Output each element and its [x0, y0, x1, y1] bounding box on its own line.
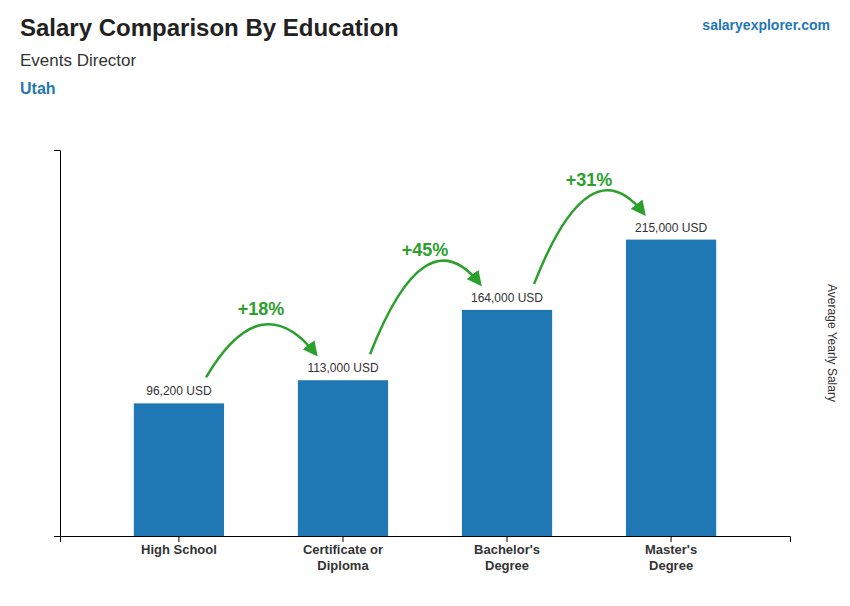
- data-label: 164,000 USD: [471, 291, 543, 305]
- x-axis-line: [61, 537, 791, 543]
- plot-area: High School Certificate orDiploma Bachelor…: [54, 151, 791, 573]
- annotation: Utah: [20, 80, 56, 97]
- change-arrow: [206, 324, 316, 377]
- x-tick-mark: [507, 536, 508, 542]
- x-tick-label: Bachelor'sDegree: [474, 542, 540, 573]
- bar: [462, 310, 552, 536]
- x-tick-label: High School: [141, 542, 217, 557]
- x-tick-mark: [342, 536, 343, 542]
- change-label: +45%: [402, 240, 449, 260]
- data-labels: 96,200 USD 113,000 USD 164,000 USD 215,000 …: [146, 221, 707, 399]
- x-tick: High School: [141, 536, 217, 557]
- bar: [626, 240, 716, 536]
- change-arrows: +18% +45% +31%: [206, 170, 644, 377]
- bars: [134, 240, 716, 536]
- change-arrow: [370, 261, 480, 355]
- x-axis: High School Certificate orDiploma Bachelor…: [61, 536, 791, 573]
- data-label: 96,200 USD: [146, 384, 212, 398]
- change-label: +31%: [566, 170, 613, 190]
- x-tick-label: Master'sDegree: [645, 542, 697, 573]
- data-label: 113,000 USD: [307, 361, 378, 375]
- data-label: 215,000 USD: [635, 221, 707, 235]
- y-axis-line: [54, 151, 61, 537]
- y-axis: [54, 151, 61, 537]
- x-tick-label: Certificate orDiploma: [303, 542, 383, 573]
- title: Salary Comparison By Education: [20, 14, 399, 41]
- annotation: salaryexplorer.com: [702, 17, 830, 33]
- y-axis-label: Average Yearly Salary: [825, 284, 839, 402]
- chart: Salary Comparison By Education Events Dir…: [0, 0, 850, 606]
- subtitle: Events Director: [20, 51, 137, 70]
- x-tick: Master'sDegree: [645, 536, 697, 573]
- x-tick-mark: [178, 536, 179, 542]
- change-label: +18%: [238, 299, 285, 319]
- x-tick: Certificate orDiploma: [303, 536, 383, 573]
- bar: [298, 380, 388, 536]
- x-tick-mark: [671, 536, 672, 542]
- bar: [134, 403, 224, 536]
- x-tick: Bachelor'sDegree: [474, 536, 540, 573]
- change-arrow: [534, 190, 644, 284]
